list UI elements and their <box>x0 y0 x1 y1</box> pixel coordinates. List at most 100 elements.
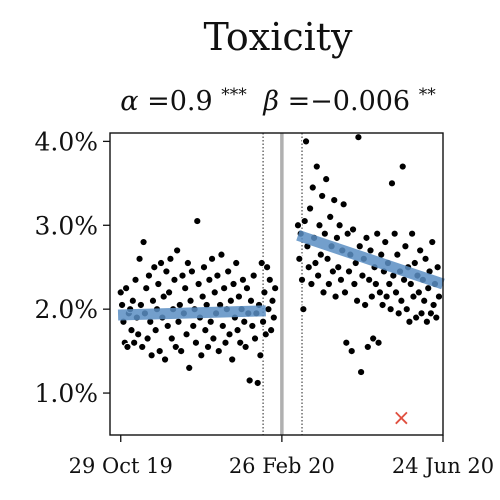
data-point-4 <box>122 284 131 293</box>
data-point-73 <box>214 347 223 356</box>
data-point-77 <box>220 284 229 293</box>
outlier-marker: × <box>392 406 410 431</box>
data-point-217 <box>429 300 438 310</box>
data-point-57 <box>193 216 202 226</box>
y-tick-label-3: 4.0% <box>34 127 98 156</box>
data-point-25 <box>150 263 159 272</box>
data-point-185 <box>386 305 395 314</box>
data-point-10 <box>130 338 139 347</box>
data-point-19 <box>142 284 151 293</box>
data-point-99 <box>249 271 258 280</box>
data-point-156 <box>347 347 356 356</box>
data-point-220 <box>433 263 442 272</box>
data-point-130 <box>312 162 321 171</box>
data-point-116 <box>293 221 303 230</box>
data-point-70 <box>210 288 219 297</box>
data-point-160 <box>352 296 362 305</box>
data-point-119 <box>297 275 307 284</box>
data-point-17 <box>139 237 148 247</box>
data-point-125 <box>305 204 315 213</box>
data-point-111 <box>265 275 274 284</box>
data-point-129 <box>311 258 320 268</box>
data-point-84 <box>229 279 238 289</box>
data-point-21 <box>144 271 154 280</box>
data-point-163 <box>356 367 366 377</box>
data-point-143 <box>330 196 339 205</box>
data-point-65 <box>203 342 213 352</box>
data-point-112 <box>267 326 276 335</box>
data-point-26 <box>151 326 160 335</box>
data-point-42 <box>173 246 182 255</box>
data-point-37 <box>166 254 175 263</box>
data-point-1 <box>117 300 127 310</box>
data-point-169 <box>365 275 374 284</box>
data-point-167 <box>362 233 371 242</box>
data-point-215 <box>426 309 436 318</box>
data-point-24 <box>148 296 158 305</box>
data-point-145 <box>332 233 342 242</box>
y-tick-label-2: 3.0% <box>34 211 98 240</box>
data-point-67 <box>206 317 215 326</box>
data-point-197 <box>402 305 411 314</box>
data-point-114 <box>269 313 278 322</box>
data-point-88 <box>234 292 244 301</box>
data-point-136 <box>320 229 329 238</box>
data-point-32 <box>159 292 168 301</box>
beta-significance: ** <box>419 85 437 105</box>
data-point-13 <box>134 330 143 339</box>
data-point-11 <box>131 275 140 284</box>
data-point-154 <box>344 267 354 276</box>
data-point-48 <box>181 284 190 293</box>
x-tick-label-1: 26 Feb 20 <box>229 454 335 478</box>
data-point-34 <box>162 267 171 276</box>
data-point-72 <box>213 271 222 280</box>
data-point-35 <box>163 321 172 331</box>
data-point-126 <box>307 279 316 289</box>
plot-area: × <box>116 133 445 435</box>
data-point-172 <box>369 334 378 343</box>
data-point-76 <box>218 321 227 331</box>
fit-line-1 <box>296 230 445 290</box>
data-point-157 <box>348 225 358 234</box>
alpha-symbol: α <box>120 86 138 117</box>
data-point-56 <box>191 338 201 347</box>
alpha-significance: *** <box>221 85 247 105</box>
data-point-109 <box>263 263 272 272</box>
data-point-190 <box>393 250 402 259</box>
data-point-162 <box>355 242 364 251</box>
data-point-43 <box>174 317 183 326</box>
data-point-5 <box>123 342 132 352</box>
plot-frame <box>109 132 444 436</box>
data-point-151 <box>340 288 350 297</box>
data-point-0 <box>116 288 125 297</box>
data-point-44 <box>175 300 184 310</box>
data-point-61 <box>198 292 207 301</box>
data-point-132 <box>315 221 324 230</box>
data-point-110 <box>264 305 273 314</box>
data-point-115 <box>271 284 280 293</box>
data-point-147 <box>335 221 344 230</box>
data-point-68 <box>207 254 217 263</box>
data-point-107 <box>260 288 269 297</box>
data-point-38 <box>167 334 176 343</box>
data-point-50 <box>183 258 192 268</box>
data-point-166 <box>361 300 370 310</box>
data-point-133 <box>316 250 325 259</box>
data-point-179 <box>378 300 387 310</box>
data-point-14 <box>135 254 144 263</box>
axes: 1.0% 2.0% 3.0% 4.0% 29 Oct 19 26 Feb 20 24 Jun… <box>34 127 494 478</box>
data-point-33 <box>160 355 170 364</box>
data-point-29 <box>155 347 164 356</box>
data-point-124 <box>304 263 313 272</box>
data-point-191 <box>394 309 403 318</box>
data-point-208 <box>417 309 426 318</box>
data-point-45 <box>177 347 186 356</box>
data-point-144 <box>331 292 340 301</box>
data-point-131 <box>314 271 323 280</box>
data-point-161 <box>354 133 363 142</box>
data-point-53 <box>187 267 197 276</box>
data-point-184 <box>385 279 394 289</box>
data-point-46 <box>178 271 187 280</box>
data-point-92 <box>240 317 249 326</box>
data-point-23 <box>147 351 156 360</box>
